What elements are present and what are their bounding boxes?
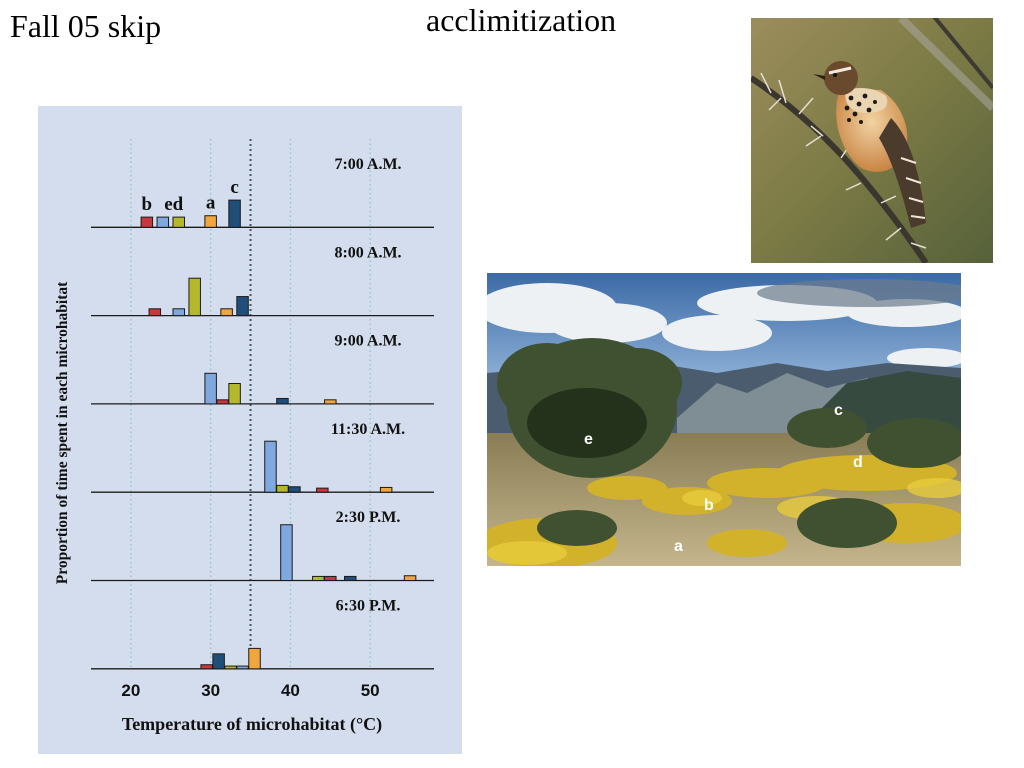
bar-panel3-4: [379, 486, 393, 493]
bar-panel0-1: [156, 216, 170, 228]
bar-panel2-3: [276, 397, 289, 405]
bar-panel2-2: [228, 383, 241, 405]
microhabitat-chart: 7:00 A.M. b ed ac 8:00 A.M. 9:00 A.M. 11:30 A.…: [54, 139, 434, 735]
slide-left-title: Fall 05 skip: [10, 8, 162, 44]
bar-panel2-1: [216, 399, 229, 405]
bar-panel1-4: [236, 296, 249, 317]
habitat-label-b: b: [704, 497, 714, 514]
bar-panel0-0: [140, 216, 154, 228]
bar-panel3-2: [288, 486, 301, 493]
bar-panel3-3: [316, 487, 329, 493]
bar-panel3-0: [264, 440, 277, 493]
x-tick-label: 20: [121, 681, 140, 700]
bar-panel4-0: [280, 524, 293, 581]
bar-letter-label: ed: [164, 194, 183, 215]
microhabitat-chart-panel: 7:00 A.M. b ed a c 8:00 A.M. 9:00 A.M. 11:30 A.…: [38, 106, 462, 754]
habitat-label-c: c: [834, 402, 843, 419]
x-tick-label: 30: [201, 681, 220, 700]
habitat-label-a: a: [674, 538, 683, 555]
bar-panel4-3: [343, 575, 357, 582]
bar-panel5-2: [224, 665, 237, 670]
bar-panel5-3: [236, 665, 249, 670]
x-tick-label: 50: [361, 681, 380, 700]
slide-center-title: acclimitization: [426, 2, 617, 38]
bar-panel1-2: [188, 277, 201, 317]
bar-panel4-4: [403, 575, 417, 581]
bar-panel4-1: [312, 575, 325, 582]
bar-panel1-1: [172, 308, 185, 317]
panel-time-label: 8:00 A.M.: [334, 244, 401, 261]
bar-panel1-3: [220, 308, 233, 317]
bar-panel3-1: [276, 484, 289, 493]
bar-panel5-1: [212, 653, 225, 670]
bar-letter-label: b: [142, 194, 153, 215]
panel-time-label: 2:30 P.M.: [336, 509, 401, 526]
bar-panel1-0: [148, 308, 162, 317]
x-tick-label: 40: [281, 681, 300, 700]
bar-panel0-3: [204, 215, 217, 228]
bar-panel0-2: [172, 216, 185, 228]
y-axis-label: Proportion of time spent in each microha…: [54, 281, 71, 584]
bar-letter-label: c: [230, 177, 238, 198]
habitat-label-e: e: [584, 431, 593, 448]
panel-time-label: 11:30 A.M.: [331, 421, 405, 438]
bar-panel2-4: [324, 399, 337, 405]
panel-time-label: 6:30 P.M.: [336, 598, 401, 615]
habitat-label-d: d: [853, 454, 863, 471]
panel-time-label: 7:00 A.M.: [334, 156, 401, 173]
bar-panel5-4: [248, 647, 261, 670]
bar-letter-label: a: [206, 193, 216, 214]
bar-panel0-4: [228, 199, 241, 228]
x-axis-label: Temperature of microhabitat (°C): [122, 714, 382, 735]
bar-panel2-0: [204, 372, 217, 405]
cactus-wren-photo: [751, 18, 993, 263]
desert-habitat-photo: e c d b a: [487, 273, 961, 566]
bar-panel5-0: [200, 664, 213, 670]
panel-time-label: 9:00 A.M.: [334, 333, 401, 350]
bar-panel4-2: [324, 575, 337, 582]
